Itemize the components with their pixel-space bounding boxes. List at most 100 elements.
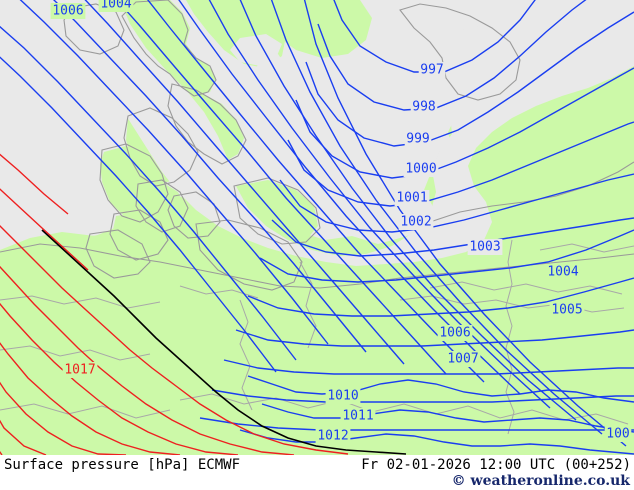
isobar-a5 <box>84 0 405 365</box>
isobar-label: 1012 <box>315 428 351 444</box>
isobar-label: 999 <box>404 131 432 147</box>
isobar-1013 <box>41 229 407 455</box>
land-central-europe <box>0 250 634 455</box>
isobar-label-text: 997 <box>420 63 443 78</box>
isobar-label: 998 <box>410 99 438 115</box>
border-nl-de <box>299 261 317 349</box>
coast-isl-3 <box>109 209 169 261</box>
isobar-label-halo <box>404 131 432 147</box>
border-de-cz <box>399 295 625 313</box>
border-fr-interior-2 <box>0 345 151 361</box>
coast-denmark <box>123 107 199 187</box>
border-fr-interior-3 <box>0 403 171 419</box>
isobar-1013-layer <box>41 229 407 455</box>
isobar-a12 <box>303 0 627 447</box>
border-fr-de <box>239 299 253 411</box>
isobar-1003 <box>271 217 634 257</box>
isobar-label: 1006 <box>437 325 473 341</box>
isobar-label-halo <box>403 161 439 177</box>
isobar-1009 <box>199 417 634 431</box>
coast-jutland <box>99 143 169 223</box>
isobar-label: 1002 <box>398 214 434 230</box>
isobar-1001 <box>287 121 634 207</box>
isobar-1013b <box>0 188 89 271</box>
isobar-label-text: 1002 <box>400 215 431 230</box>
isobar-a9 <box>208 0 551 409</box>
isobar-a3 <box>19 0 329 345</box>
isobar-label-halo <box>545 264 581 280</box>
isobar-1012b <box>0 153 69 215</box>
grey-patch-4 <box>474 56 512 98</box>
isobar-label-text: 1003 <box>469 240 500 255</box>
coast-isl-4 <box>85 229 151 279</box>
isobar-label: 1004 <box>98 0 134 12</box>
isobar-a6 <box>115 0 447 375</box>
isobar-a10 <box>239 0 577 421</box>
land-scotland <box>120 0 216 96</box>
isobar-label-text: 1006 <box>439 326 470 341</box>
isobar-label-text: 1010 <box>327 389 358 404</box>
isobar-label: 100 <box>604 426 632 442</box>
isobar-label-text: 1007 <box>447 352 478 367</box>
isobar-label-halo <box>445 351 481 367</box>
grey-patch-2 <box>256 54 286 92</box>
isobar-label: 1007 <box>445 351 481 367</box>
isobar-1010 <box>247 375 634 403</box>
isobar-label-layer: 1006 1004 997 998 999 1000 1001 1002 1003 1004 100… <box>50 0 632 444</box>
isobar-label-halo <box>315 428 351 444</box>
isobar-label-halo <box>467 239 503 255</box>
isobar-a1 <box>0 56 277 373</box>
coast-netherlands <box>195 219 303 291</box>
isobar-label: 997 <box>418 62 446 78</box>
isobar-label: 1010 <box>325 388 361 404</box>
isobar-label-halo <box>62 362 98 378</box>
isobar-a2 <box>0 25 297 361</box>
isobar-high-layer <box>0 153 349 455</box>
isobar-label-text: 1001 <box>396 191 427 206</box>
isobar-low-layer <box>0 0 634 455</box>
isobar-label-halo <box>604 426 632 442</box>
isobar-label-text: 1017 <box>64 363 95 378</box>
product-title: Surface pressure [hPa] ECMWF <box>4 457 241 473</box>
isobar-label-text: 1005 <box>551 303 582 318</box>
isobar-label: 1003 <box>467 239 503 255</box>
grey-patch-3 <box>446 26 500 70</box>
copyright-credit: © weatheronline.co.uk <box>451 473 630 489</box>
isobar-998 <box>317 0 587 111</box>
isobar-label-halo <box>437 325 473 341</box>
isobar-1007 <box>223 359 634 375</box>
isobar-1015 <box>0 265 295 455</box>
isobar-1014 <box>0 225 349 455</box>
isobar-1008 <box>211 389 634 403</box>
isobar-1011 <box>261 403 634 433</box>
isobar-1004 <box>259 229 634 283</box>
coast-isl-2 <box>167 191 221 239</box>
isobar-label-text: 1011 <box>342 409 373 424</box>
isobar-label-text: 1004 <box>100 0 131 12</box>
isobar-label-halo <box>394 190 430 206</box>
valid-time-label: Fr 02-01-2026 12:00 UTC (00+252) <box>361 457 631 473</box>
coast-england <box>167 83 247 165</box>
isobar-label: 1001 <box>394 190 430 206</box>
isobar-1018 <box>0 381 127 455</box>
isobar-label: 1006 <box>50 3 86 19</box>
isobar-label-text: 1004 <box>547 265 578 280</box>
border-east-1 <box>539 243 634 253</box>
border-alps <box>179 393 629 425</box>
isobar-label-halo <box>398 214 434 230</box>
isobar-1017 <box>0 342 181 455</box>
isobar-label-halo <box>50 3 86 19</box>
isobar-label-halo <box>418 62 446 78</box>
isobar-label: 1000 <box>403 161 439 177</box>
isobar-label-halo <box>410 99 438 115</box>
map-footer: Surface pressure [hPa] ECMWF Fr 02-01-20… <box>0 455 634 490</box>
isobar-label-halo <box>340 408 376 424</box>
isobar-label-halo <box>325 388 361 404</box>
isobar-1005 <box>247 277 634 317</box>
isobar-a4 <box>53 0 367 353</box>
isobar-label-text: 1012 <box>317 429 348 444</box>
coast-isl-1 <box>135 179 189 233</box>
map-canvas: 1006 1004 997 998 999 1000 1001 1002 1003 1004 100… <box>0 0 634 455</box>
pressure-contour-map[interactable]: 1006 1004 997 998 999 1000 1001 1002 1003 1004 100… <box>0 0 634 455</box>
